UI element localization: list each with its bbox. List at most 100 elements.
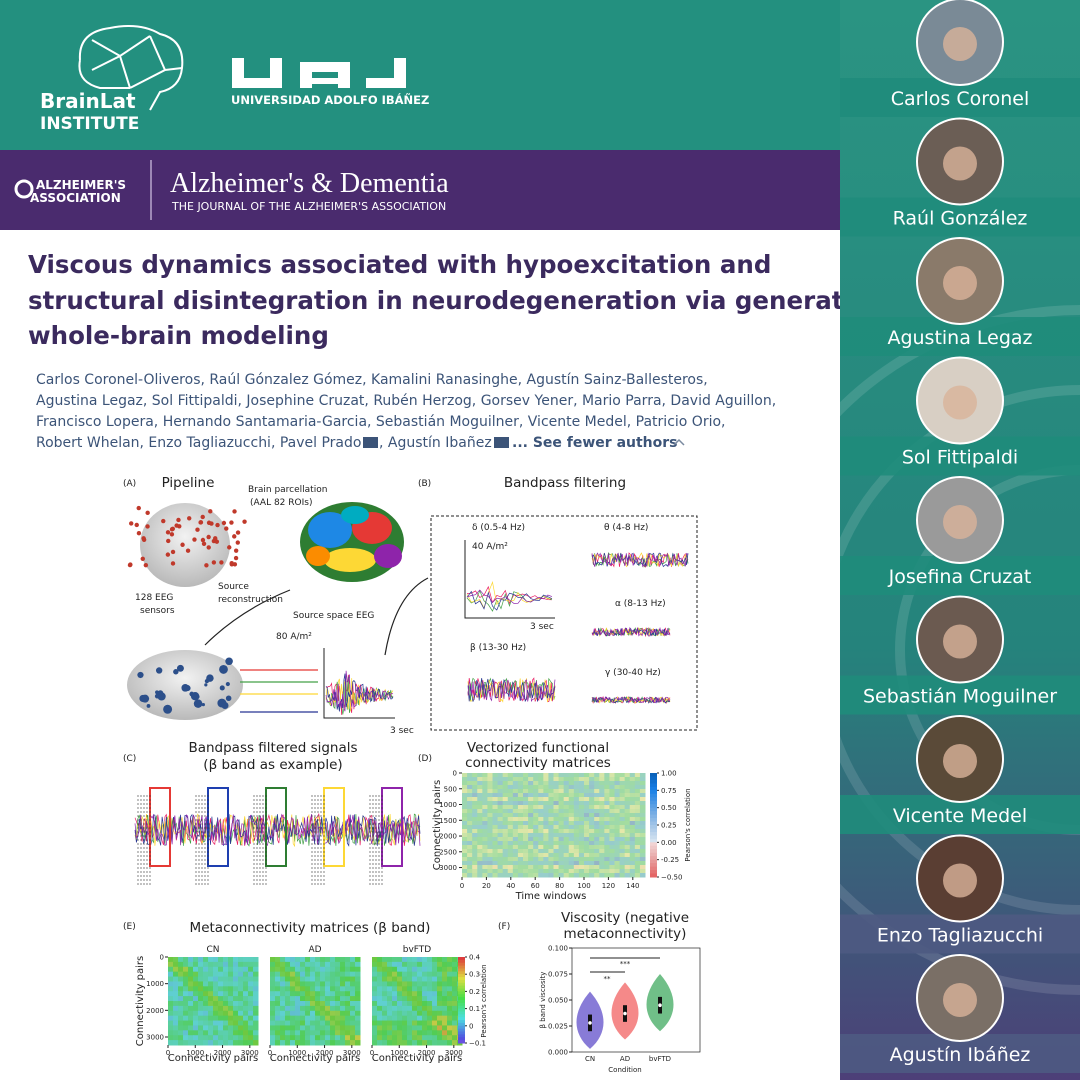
heat-cell	[223, 1030, 229, 1036]
heat-cell	[609, 825, 615, 830]
colorbar-tick-label: 0.75	[661, 787, 677, 795]
sensor	[235, 540, 240, 545]
heat-cell	[462, 817, 468, 822]
heat-cell	[523, 773, 529, 778]
heat-cell	[609, 797, 615, 802]
heat-cell	[178, 986, 184, 992]
heat-cell	[198, 981, 204, 987]
heat-cell	[452, 1005, 458, 1012]
heat-cell	[417, 1040, 423, 1046]
heat-cell	[168, 1001, 174, 1007]
heat-cell	[472, 833, 478, 838]
heat-cell	[183, 971, 189, 978]
heat-cell	[412, 991, 418, 997]
heat-cell	[432, 986, 438, 992]
heat-cell	[437, 971, 443, 978]
heat-cell	[270, 1001, 276, 1007]
heat-cell	[624, 785, 631, 790]
heat-cell	[397, 1010, 403, 1017]
heat-cell	[609, 821, 615, 826]
heat-cell	[325, 981, 331, 987]
heat-cell	[340, 957, 346, 963]
heat-cell	[462, 785, 468, 790]
heat-cell	[634, 829, 641, 834]
mail-icon[interactable]	[363, 437, 378, 448]
heat-cell	[523, 841, 529, 846]
heat-cell	[168, 966, 174, 973]
heat-cell	[432, 1005, 438, 1012]
heat-cell	[594, 817, 600, 822]
heat-cell	[355, 1010, 361, 1017]
heat-cell	[523, 797, 529, 802]
heat-cell	[315, 1035, 321, 1041]
heat-cell	[467, 853, 473, 858]
heat-cell	[437, 996, 443, 1002]
heat-cell	[472, 873, 478, 878]
heat-cell	[382, 991, 388, 997]
heat-cell	[584, 809, 590, 814]
heat-cell	[233, 1010, 239, 1017]
y-tick-label: 0.100	[548, 945, 568, 953]
mail-icon[interactable]	[494, 437, 509, 448]
heat-cell	[437, 1015, 443, 1022]
heat-cell	[300, 1040, 306, 1046]
side-arcs	[735, 305, 1080, 995]
heat-cell	[427, 1015, 433, 1022]
heat-cell	[330, 1001, 336, 1007]
heat-cell	[462, 781, 468, 786]
heat-cell	[452, 1040, 458, 1046]
y-tick-label: 0.075	[548, 971, 568, 979]
source	[201, 703, 205, 707]
heat-cell	[604, 817, 610, 822]
heat-cell	[467, 869, 473, 874]
heat-cell	[492, 845, 499, 850]
colorbar-cell	[650, 804, 657, 809]
heat-cell	[584, 837, 590, 842]
heat-cell	[573, 813, 580, 818]
heat-cell	[472, 825, 478, 830]
heat-cell	[573, 773, 580, 778]
heat-cell	[315, 957, 321, 963]
heat-cell	[198, 966, 204, 973]
colorbar-cell	[650, 845, 657, 850]
heat-cell	[594, 821, 600, 826]
heat-cell	[584, 797, 590, 802]
heat-cell	[208, 1015, 214, 1022]
heat-cell	[492, 841, 499, 846]
colorbar-cell	[650, 814, 657, 819]
heat-cell	[558, 829, 565, 834]
colorbar-tick-label: 0.1	[469, 1005, 480, 1013]
heat-cell	[345, 961, 351, 968]
heat-cell	[335, 976, 341, 982]
heat-cell	[173, 971, 179, 978]
heat-cell	[350, 986, 356, 992]
heat-cell	[228, 1030, 234, 1036]
heat-cell	[507, 869, 514, 874]
heat-cell	[492, 777, 499, 782]
heat-cell	[243, 957, 249, 963]
heat-cell	[427, 991, 433, 997]
heat-cell	[614, 793, 621, 798]
heat-cell	[377, 966, 383, 973]
heat-cell	[280, 991, 286, 997]
heat-cell	[407, 986, 413, 992]
heat-cell	[467, 789, 473, 794]
heat-cell	[335, 986, 341, 992]
heat-cell	[345, 957, 351, 963]
heat-cell	[432, 1015, 438, 1022]
heat-cell	[208, 1025, 214, 1031]
heat-cell	[543, 801, 549, 806]
heat-cell	[280, 971, 286, 978]
heat-cell	[193, 971, 199, 978]
heat-cell	[345, 996, 351, 1002]
signal	[134, 813, 421, 847]
heat-cell	[168, 1010, 174, 1017]
heat-cell	[543, 805, 549, 810]
heat-cell	[377, 986, 383, 992]
heat-cell	[599, 797, 605, 802]
see-fewer-link[interactable]: ... See fewer authors	[512, 435, 678, 451]
heat-cell	[624, 821, 631, 826]
heat-cell	[609, 817, 615, 822]
heat-cell	[183, 1001, 189, 1007]
heat-cell	[477, 777, 483, 782]
